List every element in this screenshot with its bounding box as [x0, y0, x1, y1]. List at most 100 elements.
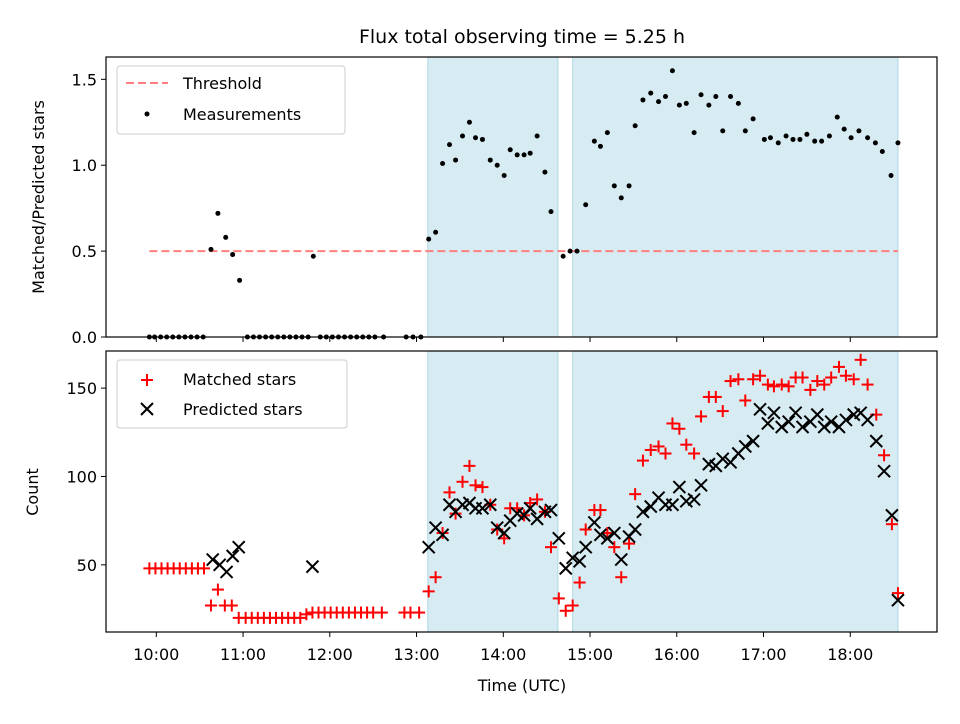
predicted-star-point — [578, 540, 593, 554]
predicted-star-point — [205, 552, 220, 567]
matched-star-point — [878, 449, 891, 462]
measurement-point — [742, 128, 748, 134]
measurement-point — [735, 100, 741, 106]
measurement-point — [848, 135, 854, 141]
matched-star-point — [688, 447, 701, 460]
matched-star-point — [673, 422, 686, 435]
measurement-point — [819, 138, 825, 144]
x-tick-label: 12:00 — [307, 645, 353, 664]
predicted-star-point — [891, 593, 905, 607]
predicted-star-point — [544, 503, 558, 517]
matched-star-point — [832, 360, 845, 373]
count-y-label: Count — [23, 468, 42, 516]
ratio-y-axis: 0.0 0.5 1.0 1.5 — [72, 70, 106, 347]
matched-star-point — [531, 493, 544, 506]
measurement-point — [761, 136, 767, 142]
matched-star-point — [775, 378, 788, 391]
measurement-point — [713, 94, 719, 100]
measurement-point — [683, 100, 689, 106]
predicted-star-point — [665, 498, 680, 512]
measurement-point — [767, 135, 773, 141]
matched-star-point — [732, 373, 745, 386]
measurement-point — [888, 173, 894, 179]
matched-star-point — [695, 410, 708, 423]
measurement-point — [230, 252, 236, 258]
matched-star-point — [211, 583, 224, 596]
measurement-point — [691, 130, 697, 136]
matched-star-point — [544, 541, 557, 554]
matched-star-point — [629, 488, 642, 501]
measurement-point — [460, 133, 466, 139]
measurement-point — [676, 102, 682, 108]
x-tick-label: 14:00 — [480, 645, 526, 664]
measurement-point — [487, 157, 493, 163]
predicted-star-point — [483, 498, 497, 512]
measurement-point — [574, 248, 580, 254]
matched-star-point — [861, 378, 874, 391]
predicted-star-point — [225, 549, 240, 563]
measurement-point — [501, 173, 507, 179]
y-tick-label: 100 — [66, 467, 97, 486]
predicted-star-point — [824, 414, 838, 429]
matched-star-point — [463, 459, 476, 472]
measurement-point — [447, 142, 453, 148]
measurement-point — [656, 99, 662, 105]
shaded-interval — [427, 56, 559, 338]
y-tick-label: 0.0 — [72, 328, 97, 347]
measurement-point — [872, 140, 878, 146]
shaded-interval — [572, 350, 899, 633]
matched-star-point — [456, 475, 469, 488]
measurement-point — [521, 152, 527, 158]
matched-star-point — [566, 599, 579, 612]
matched-star-point — [579, 523, 592, 536]
predicted-star-point — [746, 434, 760, 448]
predicted-star-point — [795, 420, 810, 434]
matched-star-point — [716, 405, 729, 418]
matched-star-point — [767, 380, 780, 393]
x-axis-label: Time (UTC) — [477, 676, 566, 695]
measurement-point — [797, 136, 803, 142]
predicted-star-point — [716, 452, 730, 466]
predicted-star-point — [587, 515, 602, 530]
measurement-point — [834, 114, 840, 120]
measurement-point — [648, 90, 654, 96]
observing-shades — [427, 56, 899, 338]
measurement-point — [783, 133, 789, 139]
shaded-interval — [572, 56, 899, 338]
measurement-point — [591, 138, 597, 144]
measurement-point — [440, 161, 446, 167]
predicted-star-point — [672, 480, 687, 494]
measurement-point — [790, 136, 796, 142]
matched-star-point — [559, 604, 572, 617]
predicted-star-point — [219, 565, 234, 579]
matched-star-point — [739, 394, 752, 407]
predicted-star-point — [869, 434, 883, 448]
matched-star-point — [854, 353, 867, 366]
matched-star-point — [847, 373, 860, 386]
x-tick-label: 10:00 — [133, 645, 179, 664]
matched-star-point — [891, 587, 904, 600]
measurement-point — [826, 133, 832, 139]
matched-star-point — [443, 486, 456, 499]
predicted-star-point — [767, 406, 781, 420]
legend-matched-label: Matched stars — [183, 370, 296, 389]
measurement-point — [698, 92, 704, 98]
predicted-star-point — [559, 561, 573, 576]
legend-predicted-swatch — [140, 402, 154, 416]
measurement-point — [841, 126, 847, 132]
count-panel-frame — [105, 350, 938, 633]
matched-star-point — [375, 606, 388, 619]
ratio-y-label: Matched/Predicted stars — [29, 100, 48, 294]
predicted-star-point — [694, 478, 708, 493]
count-points — [143, 353, 905, 624]
measurement-points — [146, 68, 901, 340]
matched-star-point — [294, 611, 307, 624]
measurement-point — [775, 140, 781, 146]
legend-measurement-label: Measurements — [183, 105, 301, 124]
ratio-x-ticks — [155, 337, 851, 342]
predicted-star-point — [593, 528, 608, 542]
measurement-point — [548, 209, 554, 215]
measurement-point — [750, 116, 756, 122]
predicted-star-point — [475, 501, 490, 515]
matched-star-point — [659, 447, 672, 460]
